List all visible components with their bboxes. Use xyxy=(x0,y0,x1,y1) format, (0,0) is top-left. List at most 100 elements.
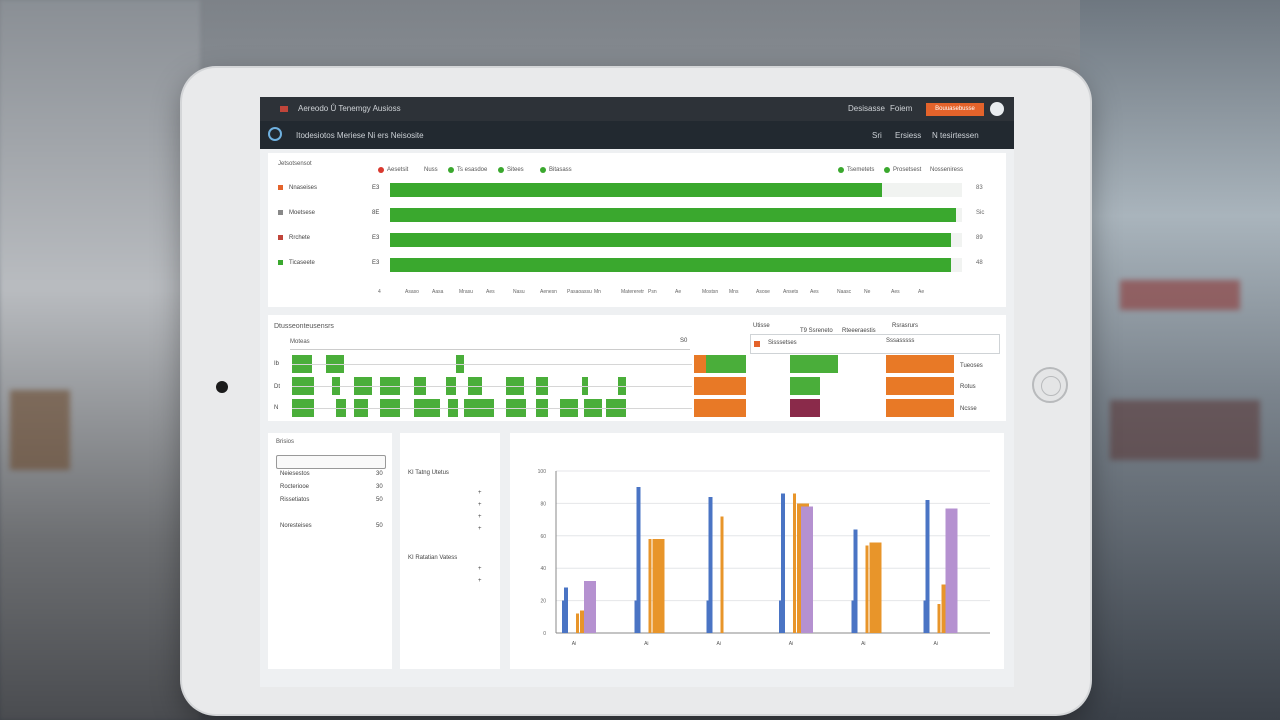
list-item-label[interactable]: Rocteriooe xyxy=(280,484,310,490)
schedule-col-header: Utisse xyxy=(753,323,770,329)
chart-bar xyxy=(865,545,869,633)
row-marker: Ib xyxy=(274,361,280,367)
status-block[interactable] xyxy=(694,399,746,417)
status-block[interactable] xyxy=(790,399,820,417)
background-right xyxy=(1080,0,1280,720)
y-tick-label: 80 xyxy=(540,501,546,507)
row-check[interactable]: 89 xyxy=(976,235,983,241)
axis-tick: Aes xyxy=(891,289,900,295)
schedule-col-header: Rsrasrurs xyxy=(892,323,919,329)
list-item-value: 50 xyxy=(376,497,383,503)
status-dot xyxy=(754,341,760,347)
nav-link-2[interactable]: Foiem xyxy=(890,104,913,113)
status-block[interactable] xyxy=(886,377,954,395)
chart-bar xyxy=(562,600,565,633)
chart-bar xyxy=(793,493,796,633)
dashboard-icon[interactable] xyxy=(268,127,282,141)
chart-bar xyxy=(636,487,641,633)
plus-icon[interactable]: + xyxy=(478,514,482,520)
progress-bar[interactable] xyxy=(390,258,951,272)
status-block[interactable] xyxy=(694,377,746,395)
schedule-col-header: Rteeeraestis xyxy=(842,328,876,334)
dashboard-screen: Aereodo Ů Tenemgy Ausioss Desisasse Foie… xyxy=(260,97,1014,687)
breadcrumb: Itodesiotos Meriese Ni ers Neisosite xyxy=(296,131,424,140)
axis-tick: Aes xyxy=(810,289,819,295)
app-title: Aereodo Ů Tenemgy Ausioss xyxy=(298,104,401,113)
axis-tick: Nasu xyxy=(513,289,525,295)
axis-tick: Aenesn xyxy=(540,289,557,295)
progress-panel-heading: Jetsotsensot xyxy=(278,161,312,167)
axis-tick: Aes xyxy=(486,289,495,295)
primary-action-button[interactable]: Bouuasebusse xyxy=(926,103,984,116)
legend-item: Prosetsest xyxy=(884,167,921,173)
avatar[interactable] xyxy=(990,102,1004,116)
brand-logo-icon xyxy=(280,106,288,112)
plus-icon[interactable]: + xyxy=(478,490,482,496)
progress-bar[interactable] xyxy=(390,183,882,197)
row-label: Rrchete xyxy=(278,235,310,241)
x-tick-label: Ai xyxy=(933,641,937,647)
list-item-value: 30 xyxy=(376,484,383,490)
row-marker: N xyxy=(274,405,279,411)
chart-bar xyxy=(576,613,579,633)
row-label: Moetsese xyxy=(278,210,315,216)
axis-tick: Ne xyxy=(864,289,871,295)
row-value: E3 xyxy=(372,185,380,191)
progress-bar[interactable] xyxy=(390,233,951,247)
secondary-bar: Itodesiotos Meriese Ni ers Neisosite Sri… xyxy=(260,121,1014,149)
chart-bar xyxy=(923,600,927,633)
axis-tick: 4 xyxy=(378,289,381,295)
schedule-col-sub: Sssasssss xyxy=(886,338,915,344)
chart-bar xyxy=(708,496,713,633)
plus-icon[interactable]: + xyxy=(478,526,482,532)
status-row-label: Tueoses xyxy=(960,363,983,369)
subnav-link-3[interactable]: N tesirtessen xyxy=(932,131,979,140)
subnav-link-2[interactable]: Ersiess xyxy=(895,131,922,140)
legend-item: Sitees xyxy=(498,167,524,173)
list-panel xyxy=(268,433,392,669)
axis-tick: Mn xyxy=(594,289,601,295)
status-block[interactable] xyxy=(790,377,820,395)
schedule-gridline xyxy=(292,408,692,409)
background-crate xyxy=(10,390,70,470)
row-check[interactable]: 83 xyxy=(976,185,983,191)
list-item-label[interactable]: Rissetiatos xyxy=(280,497,310,503)
row-label: Nnaseises xyxy=(278,185,317,191)
legend-item: Bitasass xyxy=(540,167,572,173)
chart-bar xyxy=(937,603,941,633)
home-button[interactable] xyxy=(1032,367,1068,403)
axis-tick: Ansets xyxy=(783,289,799,295)
x-tick-label: Ai xyxy=(572,641,576,647)
chart-bar xyxy=(869,542,882,633)
plus-icon[interactable]: + xyxy=(478,578,482,584)
status-block[interactable] xyxy=(886,399,954,417)
status-block[interactable] xyxy=(790,355,838,373)
schedule-heading: Dtusseonteusensrs xyxy=(274,323,334,330)
schedule-col-header: T9 Ssreneto xyxy=(800,328,833,334)
row-value: 8E xyxy=(372,210,380,216)
y-tick-label: 0 xyxy=(543,631,546,637)
background-rack-lower xyxy=(1110,400,1260,460)
status-block[interactable] xyxy=(886,355,954,373)
status-icon xyxy=(278,235,283,240)
plus-icon[interactable]: + xyxy=(478,502,482,508)
search-input[interactable] xyxy=(276,455,386,469)
row-check[interactable]: 48 xyxy=(976,260,983,266)
x-tick-label: Ai xyxy=(789,641,793,647)
axis-tick: Mostsn xyxy=(702,289,719,295)
row-value: E3 xyxy=(372,260,380,266)
plus-icon[interactable]: + xyxy=(478,566,482,572)
row-check[interactable]: Sic xyxy=(976,210,985,216)
subnav-link-1[interactable]: Sri xyxy=(872,131,882,140)
status-block[interactable] xyxy=(706,355,746,373)
info-panel xyxy=(400,433,500,669)
list-heading: Brisios xyxy=(276,439,295,445)
schedule-status-box xyxy=(750,334,1000,354)
progress-bar[interactable] xyxy=(390,208,956,222)
list-item-label[interactable]: Neiesestos xyxy=(280,471,310,477)
legend-item: Aesetsit xyxy=(378,167,408,173)
list-item-label[interactable]: Noresteises xyxy=(280,523,312,529)
nav-link-1[interactable]: Desisasse xyxy=(848,104,885,113)
chart-bar xyxy=(781,493,785,633)
status-icon xyxy=(278,185,283,190)
